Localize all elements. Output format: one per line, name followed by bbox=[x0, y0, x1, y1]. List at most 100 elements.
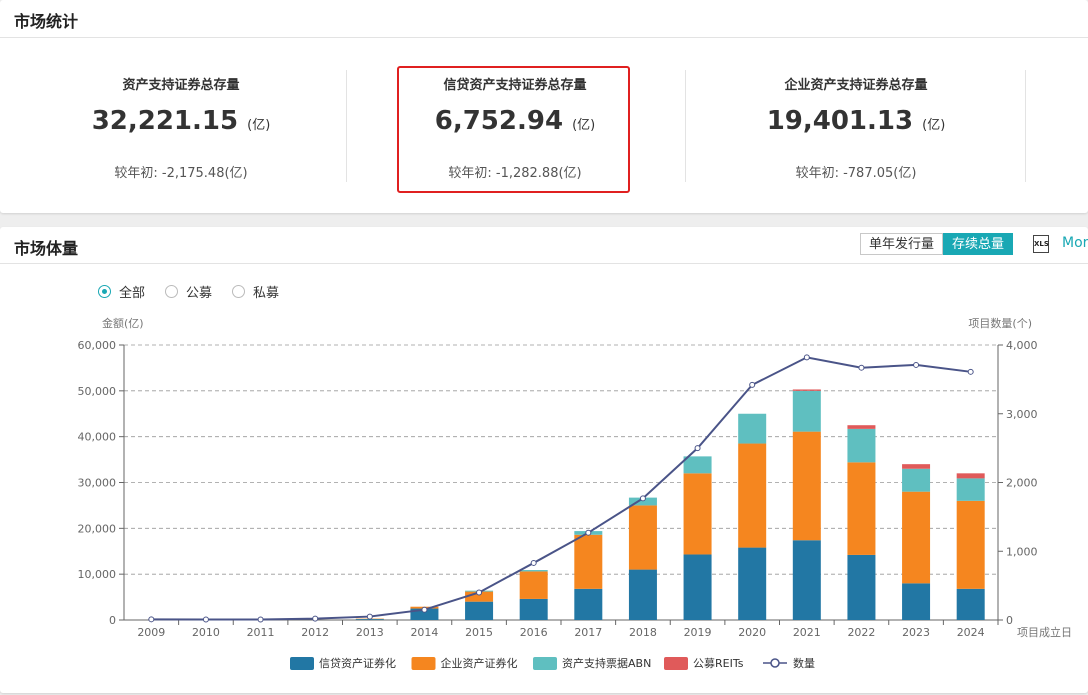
stats-title-divider bbox=[0, 37, 1088, 38]
bar-segment bbox=[792, 431, 821, 541]
stat-divider bbox=[1025, 70, 1026, 182]
stat-unit: (亿) bbox=[922, 118, 946, 133]
stat-change: 较年初: -1,282.88(亿) bbox=[448, 166, 582, 181]
bar-segment bbox=[683, 554, 712, 620]
stat-value: 32,221.15 (亿) bbox=[40, 106, 322, 136]
filter-all[interactable]: 全部 bbox=[98, 282, 145, 301]
y-right-tick-label: 3,000 bbox=[1006, 408, 1038, 421]
x-tick-label: 2010 bbox=[192, 626, 220, 639]
radio-icon[interactable] bbox=[232, 285, 246, 298]
xls-export-icon[interactable]: XLS bbox=[1033, 235, 1049, 253]
count-point bbox=[530, 559, 537, 566]
bar-segment bbox=[847, 428, 876, 463]
stat-change: 较年初: -2,175.48(亿) bbox=[114, 166, 248, 181]
stat-number: 32,221.15 bbox=[91, 106, 239, 136]
stat-unit: (亿) bbox=[572, 118, 596, 133]
toggle-outstanding-total[interactable]: 存续总量 bbox=[943, 233, 1014, 255]
count-point bbox=[476, 589, 483, 596]
count-point bbox=[858, 364, 865, 371]
x-tick-label: 2020 bbox=[738, 626, 766, 639]
radio-checked-icon[interactable] bbox=[98, 285, 111, 298]
x-axis-label: 项目成立日 bbox=[1017, 625, 1072, 639]
x-tick-label: 2015 bbox=[465, 626, 493, 639]
count-point bbox=[913, 361, 920, 368]
x-tick-label: 2024 bbox=[957, 626, 985, 639]
toggle-annual-issuance[interactable]: 单年发行量 bbox=[860, 233, 944, 255]
y-right-tick-label: 4,000 bbox=[1006, 339, 1038, 352]
stat-card-enterprise-abs: 企业资产支持证券总存量 19,401.13 (亿) 较年初: -787.05(亿… bbox=[715, 60, 997, 190]
bar-segment bbox=[465, 591, 494, 602]
stat-divider bbox=[346, 70, 347, 182]
stat-number: 6,752.94 bbox=[434, 106, 564, 136]
count-point bbox=[803, 354, 810, 361]
stat-label: 信贷资产支持证券总存量 bbox=[443, 78, 587, 93]
bar-segment bbox=[792, 540, 821, 620]
bar-segment bbox=[902, 468, 931, 492]
x-tick-label: 2017 bbox=[574, 626, 602, 639]
x-tick-label: 2022 bbox=[847, 626, 875, 639]
x-tick-label: 2013 bbox=[356, 626, 384, 639]
x-tick-label: 2009 bbox=[137, 626, 165, 639]
bar-segment bbox=[628, 505, 657, 570]
bar-segment bbox=[956, 500, 985, 589]
bar-segment bbox=[683, 456, 712, 474]
count-point bbox=[749, 381, 756, 388]
bar-segment bbox=[738, 443, 767, 548]
count-line bbox=[151, 356, 971, 621]
filter-public[interactable]: 公募 bbox=[165, 282, 212, 301]
count-point bbox=[421, 606, 428, 613]
count-point bbox=[694, 445, 701, 452]
filter-private[interactable]: 私募 bbox=[232, 282, 279, 301]
count-point bbox=[148, 616, 155, 623]
market-volume-chart: 0 10,000 20,000 30,000 40,000 50,000 60,000 0 1,… bbox=[78, 316, 1072, 670]
legend-label: 企业资产证券化 bbox=[441, 656, 518, 670]
more-link[interactable]: More bbox=[1062, 235, 1088, 251]
stat-card-total-abs: 资产支持证券总存量 32,221.15 (亿) 较年初: -2,175.48(亿… bbox=[40, 60, 322, 190]
bar-segment bbox=[847, 554, 876, 620]
y-left-tick-label: 40,000 bbox=[78, 431, 117, 444]
bar-segment bbox=[956, 473, 985, 479]
bar-segment bbox=[847, 462, 876, 555]
bar-segment bbox=[628, 569, 657, 620]
radio-icon[interactable] bbox=[165, 285, 179, 298]
y-right-tick-label: 2,000 bbox=[1006, 477, 1038, 490]
legend-label: 数量 bbox=[793, 657, 815, 670]
x-tick-label: 2016 bbox=[520, 626, 548, 639]
legend-marker-swatch bbox=[770, 658, 780, 668]
volume-panel-title: 市场体量 bbox=[14, 239, 79, 258]
filter-label: 公募 bbox=[186, 286, 213, 301]
bar-segment bbox=[574, 534, 603, 589]
y-left-tick-label: 60,000 bbox=[78, 339, 117, 352]
bar-segment bbox=[738, 413, 767, 444]
volume-mode-toggle: 单年发行量 存续总量 bbox=[860, 233, 1014, 255]
stat-divider bbox=[685, 70, 686, 182]
count-point bbox=[585, 529, 592, 536]
y-left-axis-label: 金额(亿) bbox=[102, 316, 144, 330]
legend-label: 资产支持票据ABN bbox=[562, 656, 651, 670]
stat-label: 企业资产支持证券总存量 bbox=[784, 78, 928, 93]
count-point bbox=[366, 613, 373, 620]
bar-segment bbox=[410, 608, 439, 620]
x-tick-label: 2012 bbox=[301, 626, 329, 639]
legend-label: 公募REITs bbox=[693, 657, 744, 670]
count-point bbox=[202, 616, 209, 623]
legend-swatch bbox=[664, 657, 688, 670]
x-tick-label: 2014 bbox=[410, 626, 438, 639]
legend-swatch bbox=[290, 657, 314, 670]
stat-value: 6,752.94 (亿) bbox=[374, 106, 656, 136]
bar-segment bbox=[902, 464, 931, 469]
bar-segment bbox=[956, 588, 985, 620]
bar-segment bbox=[519, 570, 548, 572]
bar-segment bbox=[956, 478, 985, 501]
count-point bbox=[257, 616, 264, 623]
bar-segment bbox=[792, 390, 821, 432]
stats-panel-title: 市场统计 bbox=[14, 12, 79, 31]
y-right-tick-label: 0 bbox=[1006, 614, 1013, 627]
bar-segment bbox=[792, 389, 821, 391]
bar-segment bbox=[847, 425, 876, 429]
stat-unit: (亿) bbox=[247, 118, 271, 133]
x-tick-label: 2019 bbox=[684, 626, 712, 639]
y-right-axis-label: 项目数量(个) bbox=[968, 317, 1032, 330]
filter-label: 私募 bbox=[253, 286, 280, 301]
x-tick-label: 2011 bbox=[247, 626, 275, 639]
